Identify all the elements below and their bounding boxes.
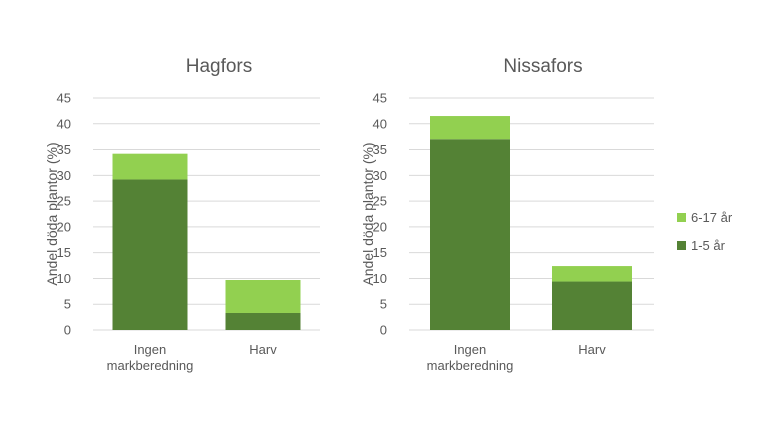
x-category-label: Ingen [134, 342, 167, 357]
y-axis-label: Andel döda plantor (%) [360, 142, 376, 285]
bar-segment [225, 312, 301, 330]
y-tick-label: 30 [57, 168, 71, 183]
y-tick-label: 5 [380, 297, 387, 312]
bar-segment [552, 266, 632, 282]
x-category-label: Ingen [454, 342, 487, 357]
chart-legend: 6-17 år 1-5 år [677, 210, 733, 253]
y-tick-label: 30 [373, 168, 387, 183]
legend-label: 6-17 år [691, 210, 733, 225]
bar-segment [112, 153, 188, 180]
bar-segment [430, 139, 510, 330]
y-axis-label: Andel döda plantor (%) [44, 142, 60, 285]
chart-panel-nissafors: Nissafors 0 5 10 15 20 25 30 35 40 45 Andel döda pl… [360, 56, 654, 373]
x-category-label: markberedning [107, 358, 194, 373]
y-tick-label: 45 [373, 91, 387, 106]
y-tick-label: 15 [57, 245, 71, 260]
bar-segment [225, 279, 301, 313]
y-tick-label: 20 [57, 219, 71, 234]
y-tick-label: 25 [373, 194, 387, 209]
x-category-label: Harv [578, 342, 606, 357]
chart-title: Nissafors [503, 56, 582, 77]
y-tick-label: 40 [57, 116, 71, 131]
legend-label: 1-5 år [691, 238, 726, 253]
y-tick-label: 45 [57, 91, 71, 106]
bar-segment [430, 116, 510, 140]
legend-swatch [677, 213, 686, 222]
y-tick-label: 0 [64, 323, 71, 338]
y-tick-label: 5 [64, 297, 71, 312]
y-tick-label: 35 [373, 142, 387, 157]
y-tick-label: 35 [57, 142, 71, 157]
bar-segment [112, 179, 188, 330]
chart-panel-hagfors: Hagfors 0 5 10 15 20 25 30 35 40 45 Andel döda plan… [44, 56, 320, 373]
y-tick-label: 10 [57, 271, 71, 286]
y-tick-label: 25 [57, 194, 71, 209]
y-tick-label: 20 [373, 219, 387, 234]
chart-title: Hagfors [186, 56, 253, 77]
y-tick-label: 10 [373, 271, 387, 286]
x-category-label: markberedning [427, 358, 514, 373]
legend-swatch [677, 241, 686, 250]
x-category-label: Harv [249, 342, 277, 357]
y-tick-label: 15 [373, 245, 387, 260]
bar-segment [552, 281, 632, 330]
y-tick-label: 0 [380, 323, 387, 338]
y-tick-label: 40 [373, 116, 387, 131]
